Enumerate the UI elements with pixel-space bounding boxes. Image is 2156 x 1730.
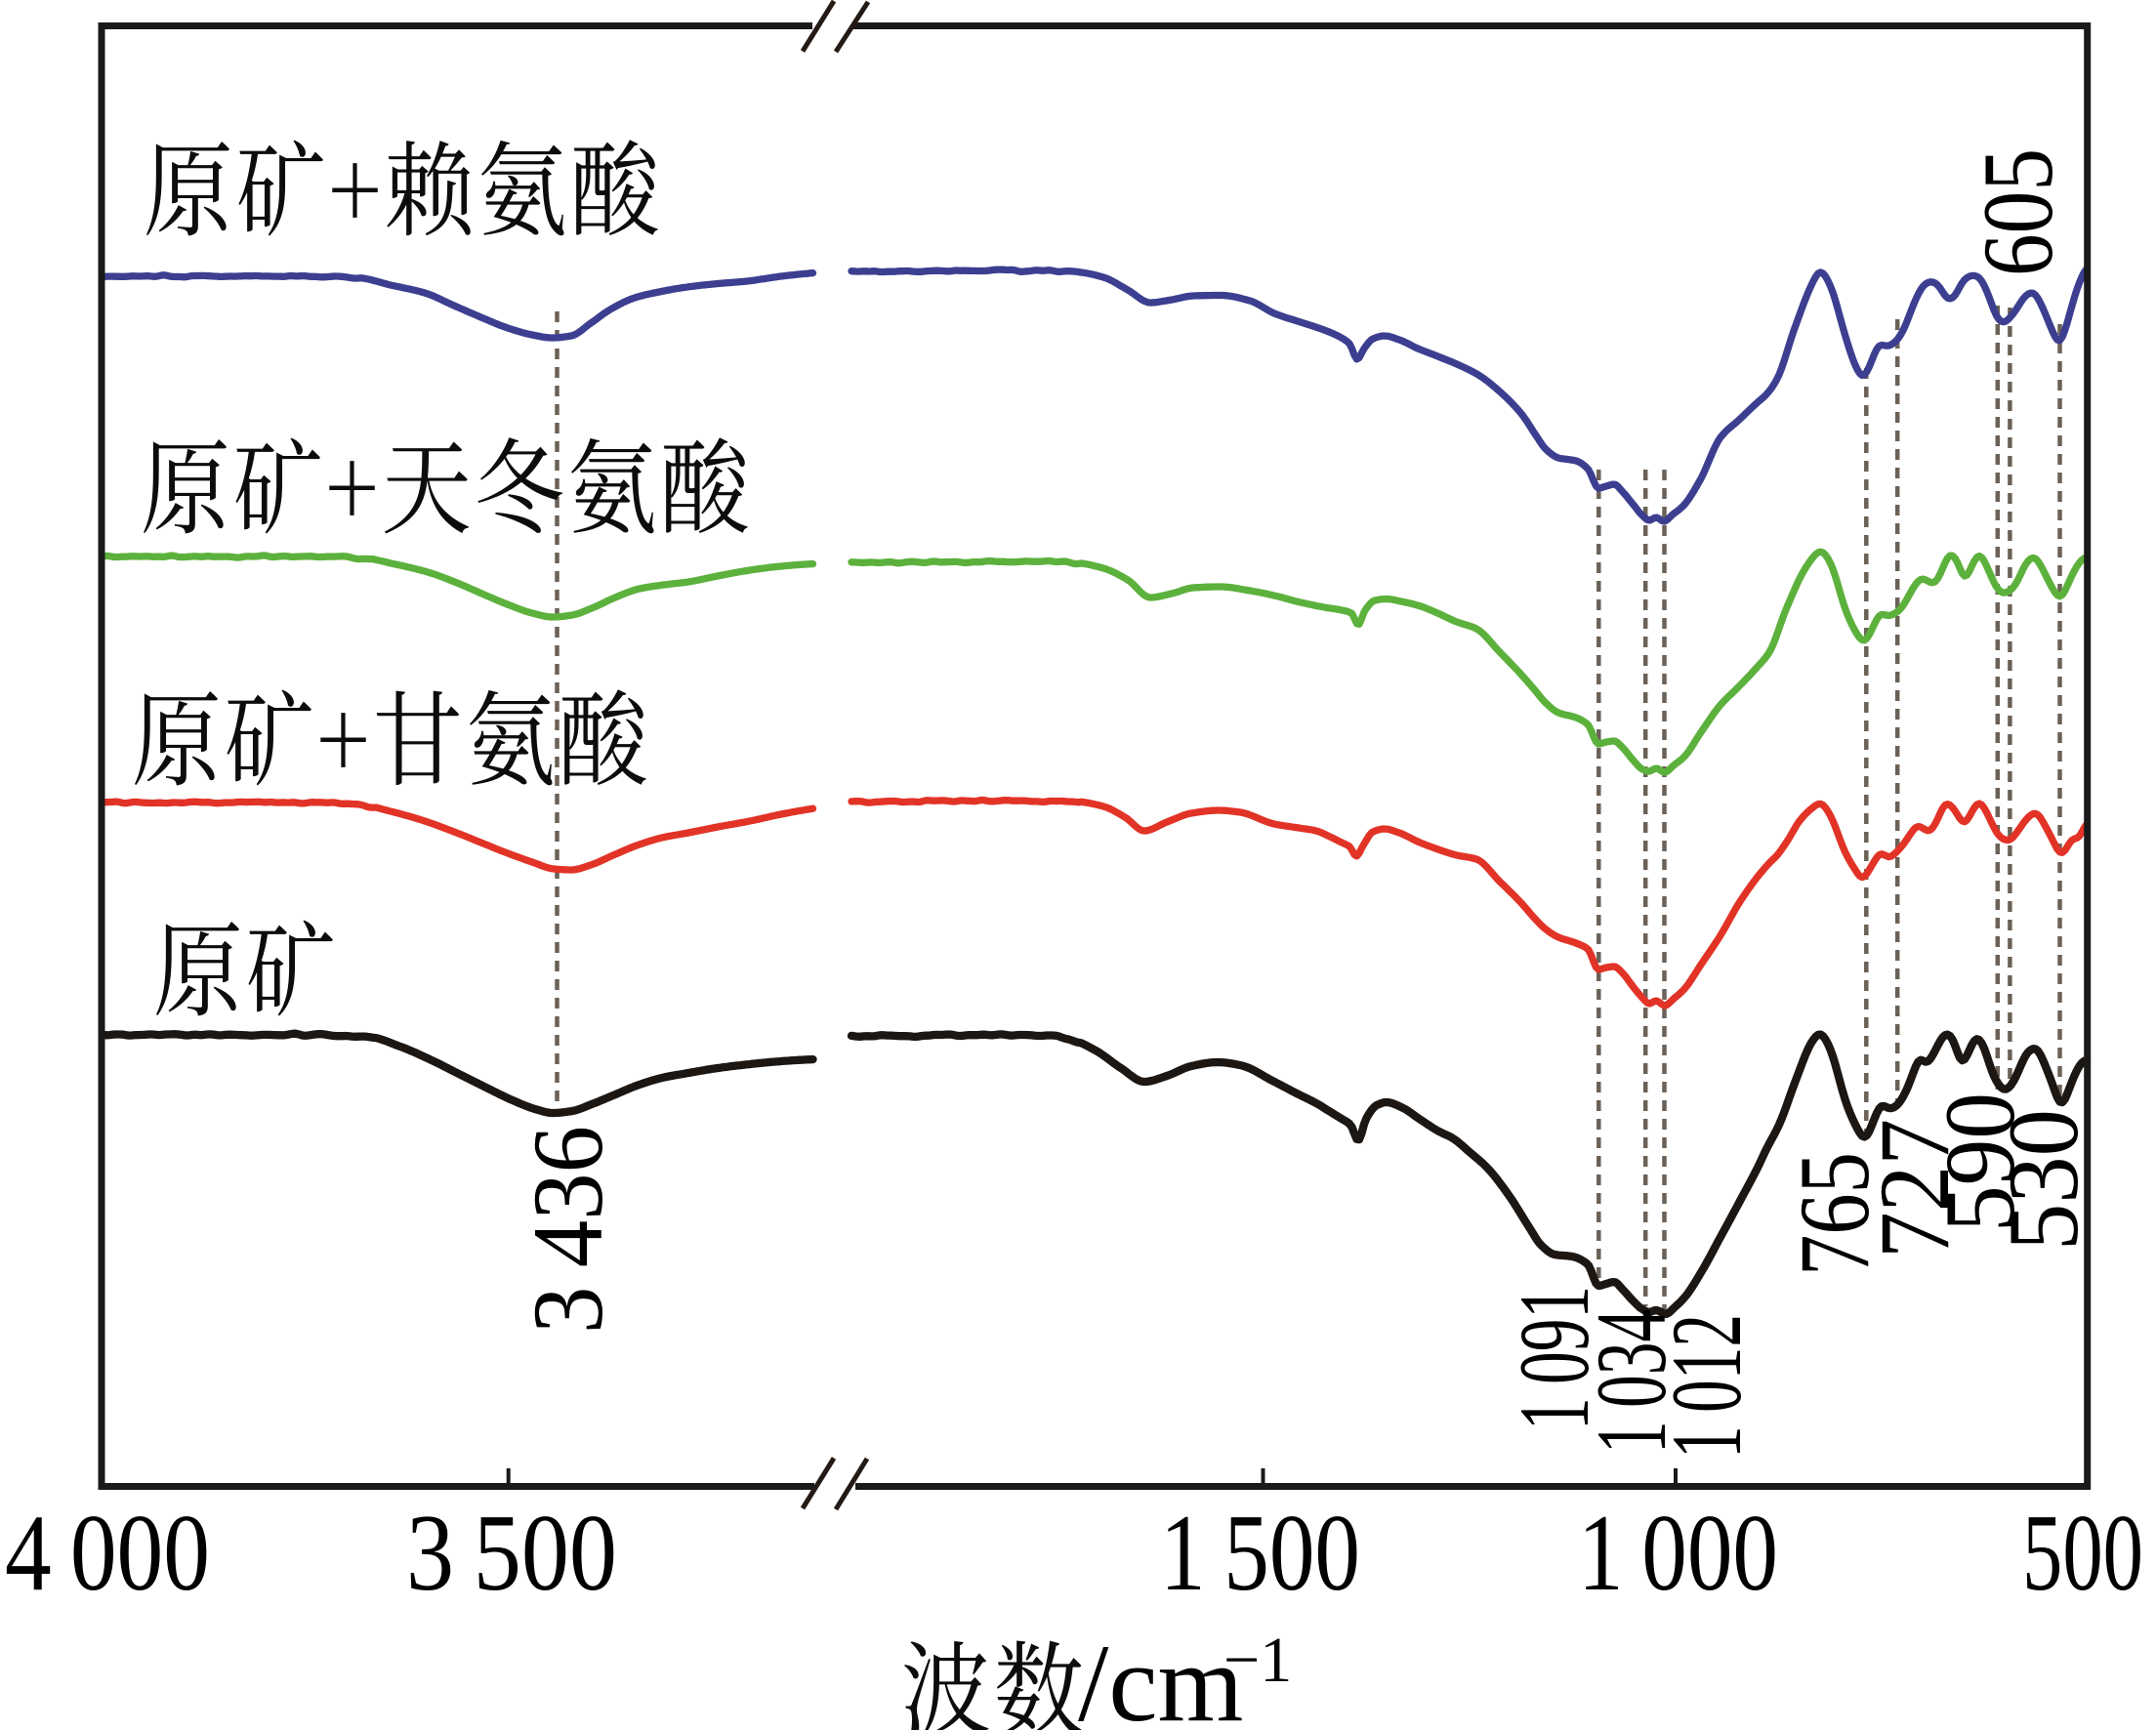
svg-text:3 500: 3 500: [406, 1493, 617, 1614]
svg-text:4 000: 4 000: [5, 1493, 210, 1614]
svg-text:605: 605: [1963, 148, 2074, 276]
svg-text:765: 765: [1779, 1152, 1890, 1276]
svg-text:1 012: 1 012: [1651, 1314, 1762, 1459]
svg-text:727: 727: [1859, 1119, 1970, 1258]
svg-text:1 034: 1 034: [1576, 1309, 1687, 1454]
svg-text:1 091: 1 091: [1499, 1286, 1610, 1430]
svg-text:500: 500: [2022, 1493, 2143, 1614]
svg-text:530: 530: [1988, 1109, 2099, 1251]
svg-text:590: 590: [1925, 1092, 2036, 1232]
svg-text:1 000: 1 000: [1578, 1493, 1778, 1614]
svg-text:/cm: /cm: [1078, 1623, 1243, 1730]
svg-text:−1: −1: [1223, 1625, 1292, 1696]
svg-text:1 500: 1 500: [1160, 1493, 1360, 1614]
svg-text:3 436: 3 436: [513, 1126, 624, 1334]
